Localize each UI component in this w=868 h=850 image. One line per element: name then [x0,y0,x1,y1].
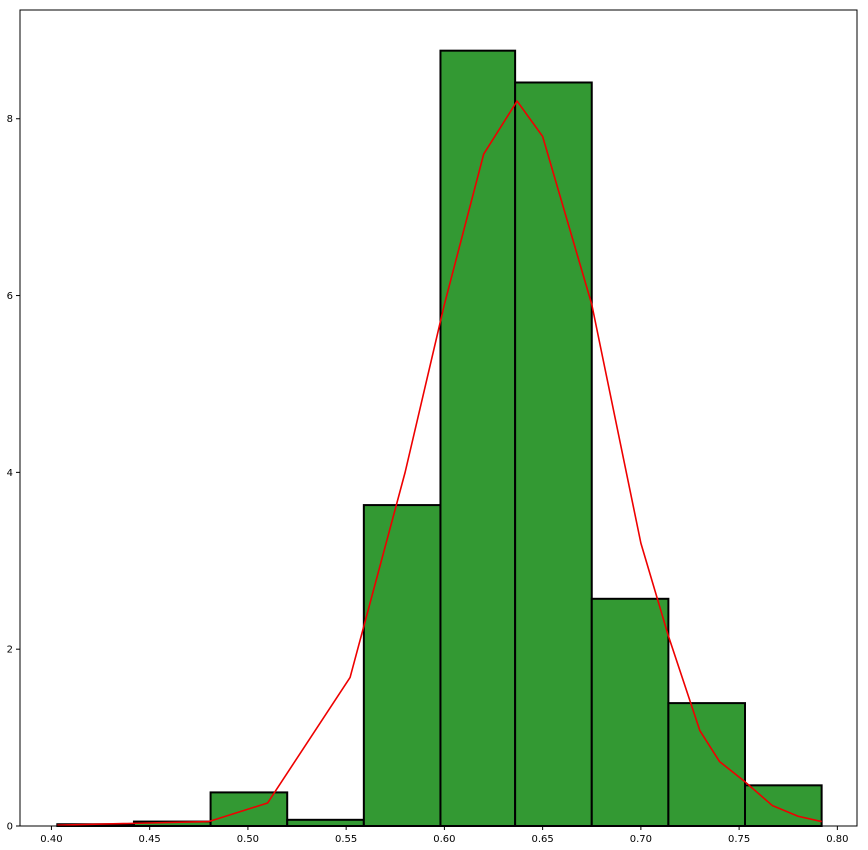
histogram-bar-8 [590,597,670,828]
x-tick-label: 0.40 [40,834,62,845]
y-tick-label: 2 [7,645,13,656]
histogram-bar-9 [667,702,747,828]
x-tick-label: 0.45 [139,834,161,845]
y-axis-ticks: 0 2 4 6 8 [7,114,20,833]
x-tick-label: 0.75 [728,834,750,845]
histogram-bar-6 [439,49,517,827]
y-tick-label: 8 [7,114,13,125]
plot-frame [19,9,858,827]
x-axis-ticks: 0.40 0.45 0.50 0.55 0.60 0.65 0.70 0.75 0.80 [40,826,848,845]
axes [19,9,858,827]
x-tick-label: 0.50 [237,834,259,845]
histogram-bar-5 [362,504,442,827]
x-tick-label: 0.55 [335,834,357,845]
density-curve-layer [57,100,822,826]
x-tick-label: 0.65 [532,834,554,845]
histogram-bar-7 [514,81,593,828]
x-tick-label: 0.60 [433,834,455,845]
histogram-bars [56,49,823,828]
y-tick-label: 0 [7,822,13,833]
density-curve [57,100,822,826]
y-tick-label: 6 [7,291,13,302]
x-tick-label: 0.70 [630,834,652,845]
x-tick-label: 0.80 [826,834,848,845]
y-tick-label: 4 [7,468,13,479]
histogram-bar-4 [286,818,365,827]
